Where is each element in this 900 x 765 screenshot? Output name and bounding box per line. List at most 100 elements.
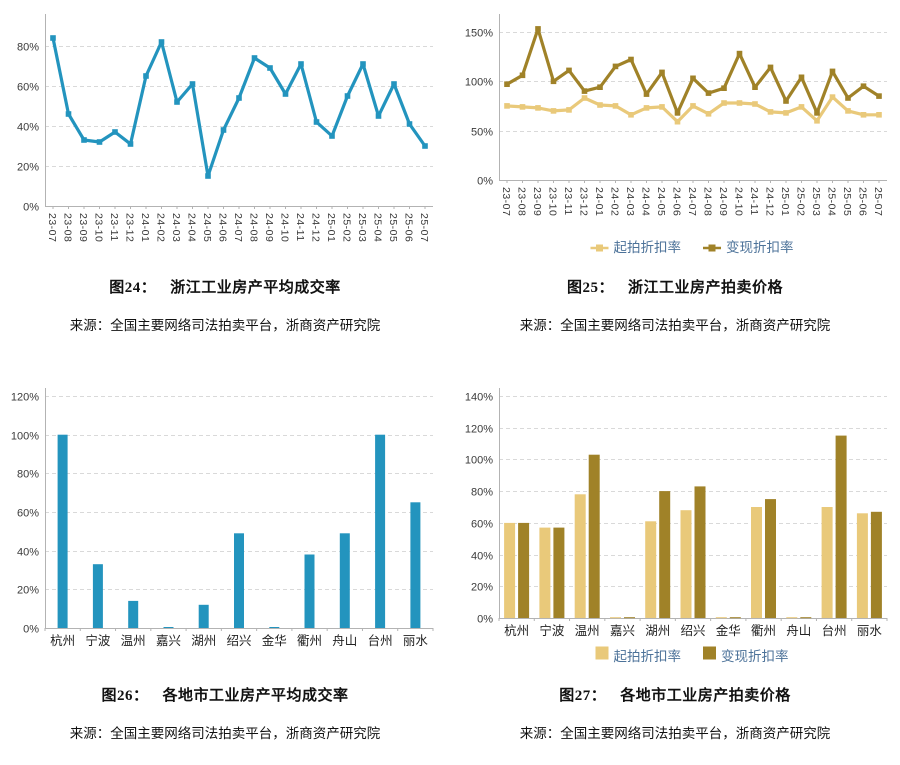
svg-text:24-04: 24-04 (640, 187, 652, 216)
svg-text:绍兴: 绍兴 (226, 634, 251, 648)
svg-text:舟山: 舟山 (786, 624, 811, 638)
svg-text:温州: 温州 (575, 624, 600, 638)
svg-text:24-02: 24-02 (609, 187, 621, 216)
svg-text:25-07: 25-07 (418, 213, 430, 242)
svg-text:24-06: 24-06 (217, 213, 229, 242)
svg-text:24-07: 24-07 (232, 213, 244, 242)
svg-text:24-03: 24-03 (170, 213, 182, 242)
svg-text:嘉兴: 嘉兴 (156, 634, 181, 648)
figure-25-caption: 图25： 浙江工业房产拍卖价格 (567, 276, 783, 297)
svg-text:24-12: 24-12 (764, 187, 776, 216)
figure-26-title: 各地市工业房产平均成交率 (162, 688, 349, 704)
svg-text:25-06: 25-06 (403, 213, 415, 242)
svg-text:25-01: 25-01 (779, 187, 791, 216)
svg-text:起拍折扣率: 起拍折扣率 (614, 648, 682, 664)
svg-text:丽水: 丽水 (403, 634, 429, 648)
legend: 起拍折扣率 变现折扣率 (595, 646, 789, 664)
series-平均成交率 (57, 434, 421, 628)
svg-text:25-03: 25-03 (810, 187, 822, 216)
svg-text:24-06: 24-06 (671, 187, 683, 216)
svg-text:23-08: 23-08 (516, 187, 528, 216)
svg-text:25-04: 25-04 (372, 213, 384, 242)
figure-24: 0% 20% 40% 60% 80% 23-07 23-08 23-09 23-10 23-11 2… (0, 8, 450, 334)
svg-text:台州: 台州 (368, 633, 393, 648)
svg-text:金华: 金华 (716, 623, 741, 638)
svg-text:23-08: 23-08 (62, 213, 74, 242)
y-axis-labels: 0% 20% 40% 60% 80% (17, 42, 39, 214)
y-axis-labels: 0% 20% 40% 60% 80% 100% 120% (11, 392, 39, 636)
figure-25-title: 浙江工业房产拍卖价格 (628, 280, 784, 296)
report-page: 0% 20% 40% 60% 80% 23-07 23-08 23-09 23-10 23-11 2… (0, 8, 900, 741)
svg-text:140%: 140% (465, 392, 493, 404)
svg-text:24-04: 24-04 (186, 213, 198, 242)
axis-ticks (506, 180, 880, 183)
svg-text:嘉兴: 嘉兴 (610, 624, 635, 638)
svg-text:50%: 50% (471, 127, 493, 139)
svg-text:台州: 台州 (822, 623, 847, 638)
figure-25-number: 图25： (566, 280, 614, 296)
svg-text:60%: 60% (17, 82, 39, 94)
svg-text:150%: 150% (465, 28, 493, 40)
svg-text:起拍折扣率: 起拍折扣率 (614, 239, 682, 255)
figure-25-source: 来源：全国主要网络司法拍卖平台，浙商资产研究院 (519, 318, 831, 333)
axis-ticks (44, 628, 434, 631)
svg-text:宁波: 宁波 (539, 623, 565, 638)
chart-24-line-plot: 0% 20% 40% 60% 80% 23-07 23-08 23-09 23-10 23-11 2… (5, 8, 445, 260)
svg-text:衢州: 衢州 (297, 634, 322, 648)
svg-text:80%: 80% (17, 42, 39, 54)
axis-ticks (52, 206, 426, 209)
svg-text:60%: 60% (471, 519, 493, 531)
chart-27-bar-plot: 0% 20% 40% 60% 80% 100% 120% 140% 杭州 宁波 温州 嘉兴 湖州 绍兴 金华… (455, 380, 895, 668)
svg-text:23-09: 23-09 (77, 213, 89, 242)
series-平均成交率 (50, 35, 428, 179)
svg-text:23-10: 23-10 (93, 213, 105, 242)
series-起拍折扣率 (504, 94, 882, 125)
svg-text:23-12: 23-12 (124, 213, 136, 242)
svg-text:80%: 80% (471, 487, 493, 499)
legend: 起拍折扣率 变现折扣率 (590, 239, 794, 255)
svg-text:0%: 0% (23, 624, 39, 636)
svg-text:24-02: 24-02 (155, 213, 167, 242)
svg-text:100%: 100% (11, 431, 39, 443)
svg-text:40%: 40% (17, 547, 39, 559)
svg-text:0%: 0% (23, 202, 39, 214)
svg-text:25-05: 25-05 (841, 187, 853, 216)
x-axis-labels: 杭州 宁波 温州 嘉兴 湖州 绍兴 金华 衢州 舟山 台州 丽水 (504, 623, 882, 638)
figure-24-source: 来源：全国主要网络司法拍卖平台，浙商资产研究院 (69, 318, 381, 333)
svg-text:24-09: 24-09 (717, 187, 729, 216)
series-变现折扣率 (504, 26, 882, 116)
chart-25-line-plot: 0% 50% 100% 150% 23-07 23-08 23-09 23-10 23-11 23… (455, 8, 895, 260)
figure-27-title: 各地市工业房产拍卖价格 (620, 688, 791, 704)
svg-text:湖州: 湖州 (645, 623, 670, 638)
chart26-canvas: 0% 20% 40% 60% 80% 100% 120% 杭州 宁波 温州 嘉兴 湖州 绍兴 金华 衢州 舟山… (11, 388, 434, 648)
svg-text:杭州: 杭州 (50, 633, 75, 648)
svg-text:24-01: 24-01 (139, 213, 151, 242)
svg-text:80%: 80% (17, 469, 39, 481)
figure-24-title: 浙江工业房产平均成交率 (170, 280, 341, 296)
svg-text:25-02: 25-02 (341, 213, 353, 242)
figure-27-caption: 图27： 各地市工业房产拍卖价格 (559, 684, 791, 705)
svg-text:24-10: 24-10 (279, 213, 291, 242)
figure-24-number: 图24： (109, 280, 157, 296)
y-axis-labels: 0% 20% 40% 60% 80% 100% 120% 140% (465, 392, 493, 626)
svg-text:温州: 温州 (121, 634, 146, 648)
svg-text:0%: 0% (477, 614, 493, 626)
svg-text:衢州: 衢州 (751, 624, 776, 638)
figure-27-number: 图27： (559, 688, 607, 704)
svg-text:24-09: 24-09 (263, 213, 275, 242)
svg-text:20%: 20% (17, 162, 39, 174)
svg-text:40%: 40% (471, 551, 493, 563)
svg-text:100%: 100% (465, 455, 493, 467)
svg-text:丽水: 丽水 (857, 624, 883, 638)
svg-text:23-09: 23-09 (531, 187, 543, 216)
chart24-canvas: 0%20%40%60%80%23-07 23-08 23-09 23-10 23-11 2… (17, 14, 433, 242)
svg-text:40%: 40% (17, 122, 39, 134)
svg-text:100%: 100% (465, 77, 493, 89)
gridlines (499, 14, 887, 181)
gridlines (45, 388, 433, 629)
svg-text:20%: 20% (17, 585, 39, 597)
gridlines (45, 14, 433, 207)
chart-26-bar-plot: 0% 20% 40% 60% 80% 100% 120% 杭州 宁波 温州 嘉兴 湖州 绍兴 金华 衢州 舟山… (5, 380, 445, 668)
figure-25: 0% 50% 100% 150% 23-07 23-08 23-09 23-10 23-11 23… (450, 8, 900, 334)
x-axis-labels: 23-07 23-08 23-09 23-10 23-11 23-12 24-01 24-02… (46, 213, 430, 242)
